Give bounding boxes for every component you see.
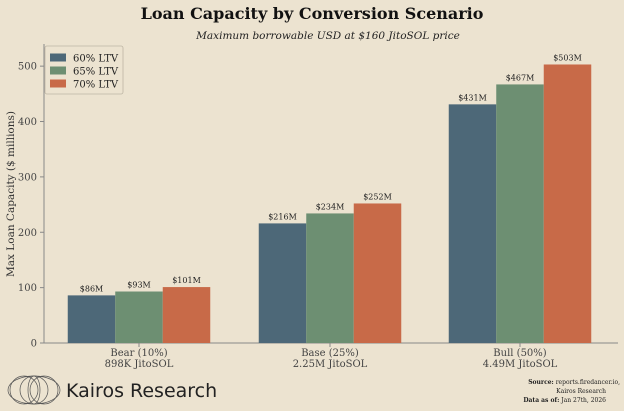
legend-swatch [50, 79, 66, 88]
y-tick-label: 0 [31, 339, 37, 350]
bar[interactable] [448, 104, 497, 344]
source-label: Source: [528, 379, 554, 386]
category-sublabel: 898K JitoSOL [105, 359, 174, 370]
bar[interactable] [115, 291, 163, 343]
data-label: $503M [553, 53, 582, 62]
date-value: Jan 27th, 2026 [560, 397, 606, 404]
data-label: $252M [363, 192, 392, 201]
legend-label: 70% LTV [73, 80, 119, 91]
date-line: Data as of: Jan 27th, 2026 [523, 397, 606, 404]
bar[interactable] [258, 223, 307, 343]
data-label: $216M [268, 212, 297, 221]
legend-label: 65% LTV [73, 67, 119, 78]
y-tick-label: 200 [18, 228, 37, 239]
y-tick-label: 100 [18, 283, 37, 294]
chart-title: Loan Capacity by Conversion Scenario [141, 4, 484, 23]
bar[interactable] [162, 287, 211, 343]
y-axis-label: Max Loan Capacity ($ millions) [5, 111, 17, 277]
y-tick-label: 300 [18, 172, 37, 183]
data-label: $86M [80, 284, 103, 293]
bar[interactable] [543, 64, 592, 344]
legend-swatch [50, 66, 66, 75]
legend-swatch [50, 53, 66, 62]
brand-block: Kairos Research [7, 375, 217, 405]
x-categories: Bear (10%)898K JitoSOL Base (25%)2.25M Ji… [105, 343, 558, 370]
kairos-logo-icon [7, 375, 61, 405]
bar[interactable] [67, 295, 116, 343]
data-label: $101M [172, 276, 201, 285]
data-label: $234M [316, 202, 345, 211]
source-line: Source: reports.firedancer.io, [528, 379, 620, 386]
category-label: Bull (50%) [493, 348, 546, 359]
data-label: $467M [506, 73, 535, 82]
source-line-2: Kairos Research [556, 388, 606, 395]
chart-subtitle: Maximum borrowable USD at $160 JitoSOL p… [195, 30, 460, 42]
legend-label: 60% LTV [73, 54, 119, 65]
category-sublabel: 2.25M JitoSOL [293, 359, 368, 370]
category-sublabel: 4.49M JitoSOL [483, 359, 558, 370]
legend[interactable]: 60% LTV 65% LTV 70% LTV [44, 45, 124, 95]
plot-area: 0 100 200 300 400 500 $86M $93M $101M $216M $234M… [18, 44, 618, 370]
bar[interactable] [496, 84, 544, 343]
category-label: Bear (10%) [110, 348, 167, 359]
bars [67, 64, 592, 344]
date-label: Data as of: [523, 397, 559, 404]
bar[interactable] [306, 213, 354, 343]
y-tick-label: 500 [18, 62, 37, 73]
data-label: $431M [458, 93, 487, 102]
source-block: Source: reports.firedancer.io, Kairos Re… [523, 379, 620, 404]
data-label: $93M [127, 281, 150, 290]
legend-items: 60% LTV 65% LTV 70% LTV [50, 53, 119, 91]
data-labels: $86M $93M $101M $216M $234M $252M $431M $467M $5… [80, 53, 582, 293]
source-value: reports.firedancer.io, [556, 379, 620, 386]
brand-name: Kairos Research [66, 380, 217, 402]
bar[interactable] [353, 203, 402, 343]
y-tick-label: 400 [18, 117, 37, 128]
category-label: Base (25%) [301, 348, 359, 359]
y-ticks: 0 100 200 300 400 500 [18, 62, 44, 350]
